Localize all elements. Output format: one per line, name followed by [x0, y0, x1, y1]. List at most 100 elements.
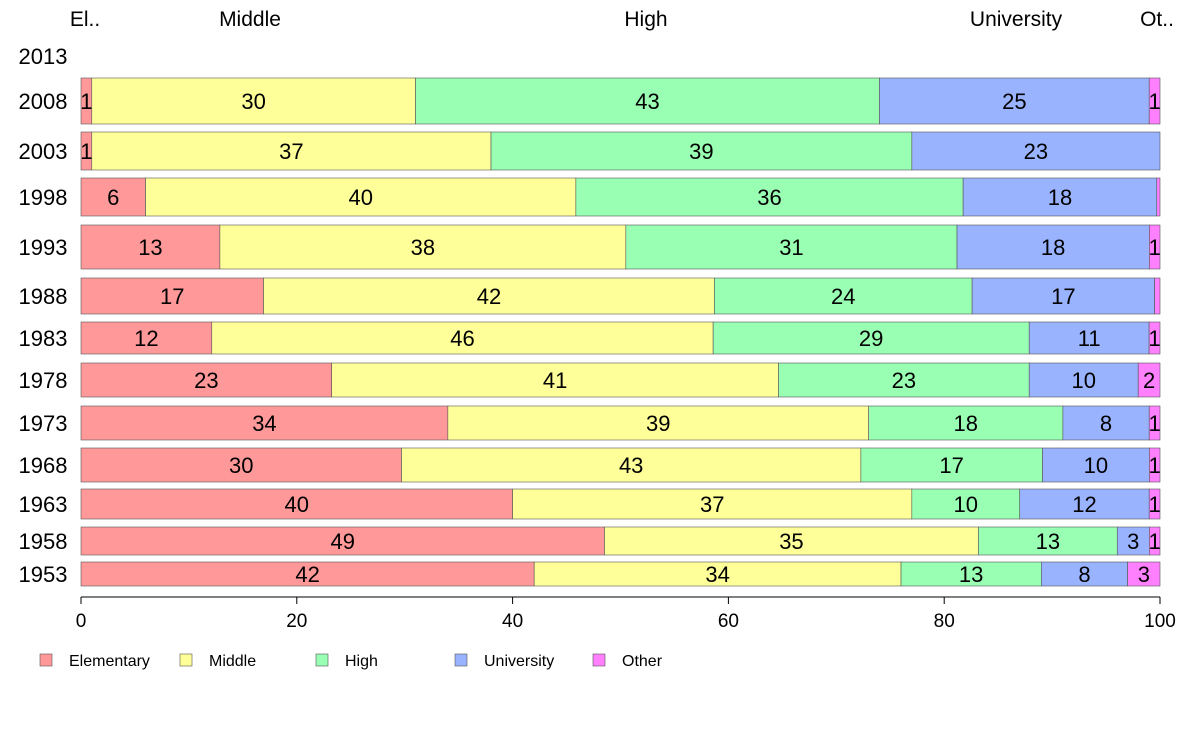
data-label-1988-elementary: 17	[160, 284, 184, 309]
data-label-1953-other: 3	[1138, 562, 1150, 587]
bar-row-1978: 23 41 23 10 2	[80, 362, 1161, 398]
bar-row-1988: 17 42 24 17	[80, 277, 1161, 315]
data-label-1998-elementary: 6	[107, 185, 119, 210]
data-label-1968-university: 10	[1084, 453, 1108, 478]
year-label-1953: 1953	[19, 562, 68, 587]
bar-row-1998: 6 40 36 18	[80, 177, 1161, 217]
data-label-1953-middle: 34	[705, 562, 729, 587]
bar-1953-middle	[533, 561, 902, 587]
data-label-1983-middle: 46	[450, 326, 474, 351]
bar-1988-university	[971, 277, 1155, 315]
year-label-1988: 1988	[19, 284, 68, 309]
x-tick-label-80: 80	[934, 611, 955, 632]
data-label-2008-elementary: 1	[80, 89, 92, 114]
data-label-1953-university: 8	[1078, 562, 1090, 587]
year-label-1968: 1968	[19, 453, 68, 478]
data-label-1958-elementary: 49	[330, 529, 354, 554]
year-label-2003: 2003	[19, 139, 68, 164]
legend-swatch-other	[592, 653, 606, 667]
data-label-2003-middle: 37	[279, 139, 303, 164]
data-label-1988-middle: 42	[477, 284, 501, 309]
bar-1968-elementary	[80, 447, 402, 483]
x-tick-label-60: 60	[718, 611, 739, 632]
top-label-0: El..	[70, 8, 100, 31]
data-label-1998-university: 18	[1048, 185, 1072, 210]
data-label-1978-high: 23	[892, 368, 916, 393]
data-label-1978-middle: 41	[543, 368, 567, 393]
data-label-1998-high: 36	[757, 185, 781, 210]
bar-2003-high	[490, 131, 913, 171]
data-label-1983-other: 1	[1148, 326, 1160, 351]
data-label-2008-middle: 30	[241, 89, 265, 114]
bar-1983-high	[712, 321, 1030, 355]
year-label-2013: 2013	[19, 44, 68, 69]
bar-1993-university	[956, 224, 1150, 270]
bar-1963-university	[1019, 488, 1150, 520]
bar-row-1968: 30 43 17 10 1	[80, 447, 1161, 483]
data-label-1993-other: 1	[1149, 235, 1161, 260]
bar-1963-middle	[512, 488, 913, 520]
bar-1958-middle	[604, 526, 979, 556]
bar-row-1963: 40 37 10 12 1	[80, 488, 1161, 520]
data-label-1983-high: 29	[859, 326, 883, 351]
bar-2008-high	[415, 77, 880, 125]
bar-1968-middle	[401, 447, 862, 483]
data-label-2003-elementary: 1	[80, 139, 92, 164]
data-label-1958-other: 1	[1149, 529, 1161, 554]
x-tick-label-40: 40	[502, 611, 523, 632]
bar-1988-other	[1154, 277, 1161, 315]
bar-1953-high	[900, 561, 1042, 587]
data-label-1973-university: 8	[1100, 411, 1112, 436]
data-label-1963-other: 1	[1148, 492, 1160, 517]
year-axis-labels: 2013 2008 2003 1998 1993 1988 1983 1978 1973 1968…	[19, 44, 68, 587]
legend-swatch-university	[454, 653, 468, 667]
year-label-1998: 1998	[19, 185, 68, 210]
legend-label-middle: Middle	[209, 653, 256, 670]
bar-1988-high	[714, 277, 973, 315]
data-label-2008-university: 25	[1002, 89, 1026, 114]
bar-1953-other	[1127, 561, 1161, 587]
x-tick-label-20: 20	[286, 611, 307, 632]
data-label-1968-other: 1	[1149, 453, 1161, 478]
bar-1978-high	[778, 362, 1030, 398]
bar-1963-other	[1148, 488, 1161, 520]
data-label-2008-high: 43	[635, 89, 659, 114]
legend-item-high: High	[315, 653, 378, 670]
bar-1958-high	[978, 526, 1118, 556]
year-label-2008: 2008	[19, 89, 68, 114]
data-label-2008-other: 1	[1148, 89, 1160, 114]
bar-row-1993: 13 38 31 18 1	[80, 224, 1161, 270]
legend-label-elementary: Elementary	[69, 653, 150, 670]
data-label-1963-elementary: 40	[285, 492, 309, 517]
x-tick-label-0: 0	[76, 611, 87, 632]
legend: Elementary Middle High University Other	[39, 653, 663, 670]
bar-1983-other	[1148, 321, 1161, 355]
data-label-1973-elementary: 34	[252, 411, 276, 436]
bar-1983-elementary	[80, 321, 213, 355]
x-tick-label-100: 100	[1144, 611, 1176, 632]
x-axis: 0 20 40 60 80 100	[76, 596, 1176, 632]
bar-1953-elementary	[80, 561, 535, 587]
bar-1963-elementary	[80, 488, 513, 520]
bar-1978-elementary	[80, 362, 332, 398]
bar-1973-other	[1148, 405, 1161, 441]
bar-1973-university	[1062, 405, 1150, 441]
data-label-1993-middle: 38	[411, 235, 435, 260]
data-label-1958-middle: 35	[779, 529, 803, 554]
bar-row-1983: 12 46 29 11 1	[80, 321, 1161, 355]
year-label-1983: 1983	[19, 326, 68, 351]
data-label-1953-elementary: 42	[295, 562, 319, 587]
bar-1953-university	[1041, 561, 1128, 587]
bar-row-1953: 42 34 13 8 3	[80, 561, 1161, 587]
data-label-2003-high: 39	[689, 139, 713, 164]
top-label-2: High	[624, 8, 667, 31]
bar-1998-high	[575, 177, 964, 217]
legend-item-other: Other	[592, 653, 663, 670]
bar-1978-university	[1028, 362, 1139, 398]
data-label-1973-other: 1	[1148, 411, 1160, 436]
year-label-1973: 1973	[19, 411, 68, 436]
bar-1958-other	[1149, 526, 1161, 556]
data-label-1963-high: 10	[954, 492, 978, 517]
data-label-1973-high: 18	[954, 411, 978, 436]
data-label-1958-university: 3	[1127, 529, 1139, 554]
